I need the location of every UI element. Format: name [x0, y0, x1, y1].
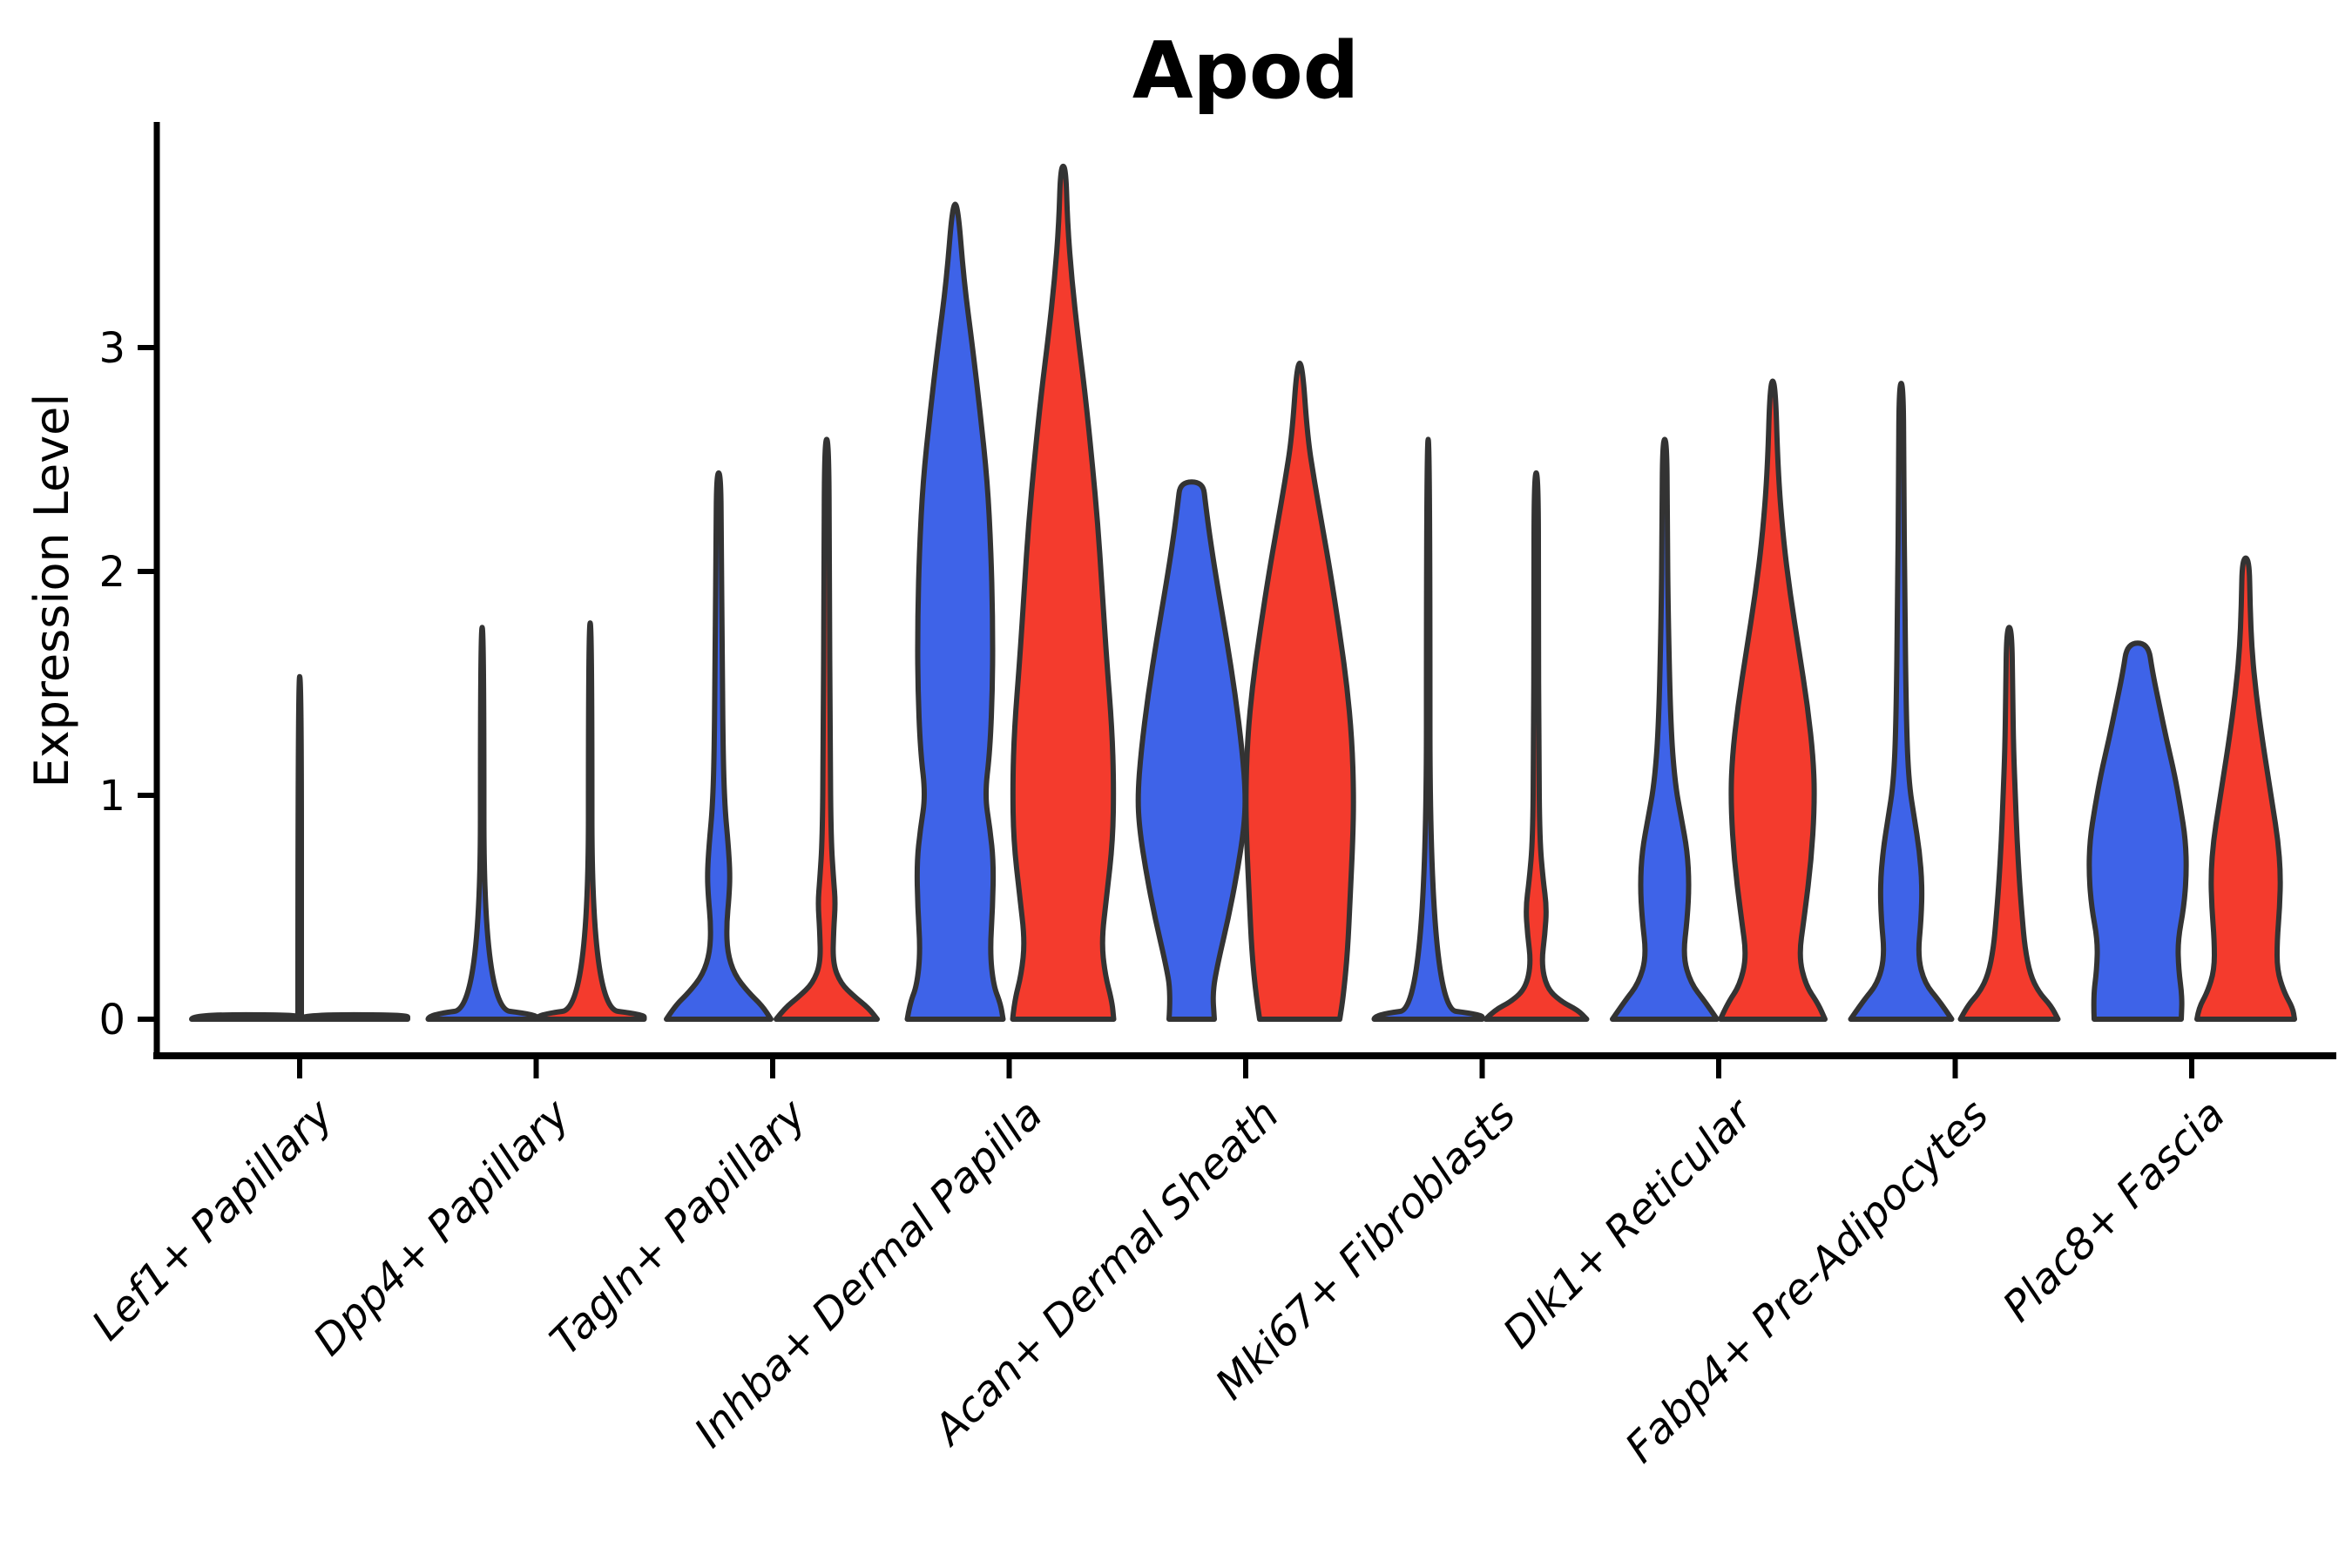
- violins-layer: [189, 163, 2297, 1022]
- y-tick-label-1: 1: [98, 772, 125, 821]
- x-tick-label-dpp4-papillary: Dpp4+ Papillary: [304, 1090, 579, 1365]
- violin-group-acan-dermal-sheath: [1135, 360, 1356, 1022]
- violin-tagln-papillary-blue: [664, 470, 774, 1022]
- violin-inhba-dermal-papilla-red: [1010, 163, 1117, 1022]
- violin-lef1-papillary-red: [297, 1011, 410, 1022]
- violin-acan-dermal-sheath-blue: [1135, 479, 1248, 1022]
- violin-mki67-fibroblasts-red: [1483, 470, 1590, 1022]
- violin-group-dpp4-papillary: [425, 620, 647, 1022]
- violin-lef1-papillary-blue: [189, 1011, 302, 1022]
- violin-dpp4-papillary-blue: [425, 625, 539, 1022]
- x-tick-label-dlk1-reticular: Dlk1+ Reticular: [1494, 1088, 1764, 1358]
- violin-group-plac8-fascia: [2086, 555, 2297, 1022]
- axes: [138, 122, 2336, 1078]
- violin-lef1-papillary-outlier-spike: [295, 673, 304, 1017]
- violin-tagln-papillary-red: [774, 436, 880, 1022]
- violin-inhba-dermal-papilla-blue: [904, 201, 1006, 1022]
- x-tick-label-tagln-papillary: Tagln+ Papillary: [541, 1090, 816, 1365]
- violin-group-mki67-fibroblasts: [1371, 436, 1590, 1022]
- y-tick-label-3: 3: [98, 324, 125, 373]
- y-tick-label-0: 0: [98, 996, 125, 1044]
- violin-acan-dermal-sheath-red: [1243, 360, 1356, 1022]
- x-tick-label-lef1-papillary: Lef1+ Papillary: [83, 1090, 343, 1350]
- violin-plac8-fascia-blue: [2086, 640, 2189, 1022]
- x-tick-label-plac8-fascia: Plac8+ Fascia: [1993, 1091, 2234, 1332]
- violin-dlk1-reticular-blue: [1610, 436, 1720, 1022]
- chart-title: Apod: [1132, 25, 1359, 117]
- violin-group-inhba-dermal-papilla: [904, 163, 1117, 1022]
- y-tick-label-2: 2: [98, 548, 125, 597]
- violin-dpp4-papillary-red: [533, 620, 647, 1022]
- violin-group-lef1-papillary: [189, 673, 410, 1022]
- violin-mki67-fibroblasts-blue: [1371, 436, 1485, 1022]
- violin-fabp4-pre-adipocytes-blue: [1848, 381, 1955, 1022]
- violin-group-tagln-papillary: [664, 436, 880, 1022]
- violin-plac8-fascia-red: [2194, 555, 2297, 1022]
- violin-dlk1-reticular-red: [1718, 378, 1828, 1022]
- y-axis-label: Expression Level: [24, 394, 79, 788]
- violin-group-fabp4-pre-adipocytes: [1848, 381, 2061, 1022]
- violin-fabp4-pre-adipocytes-red: [1957, 625, 2061, 1022]
- violin-group-dlk1-reticular: [1610, 378, 1828, 1022]
